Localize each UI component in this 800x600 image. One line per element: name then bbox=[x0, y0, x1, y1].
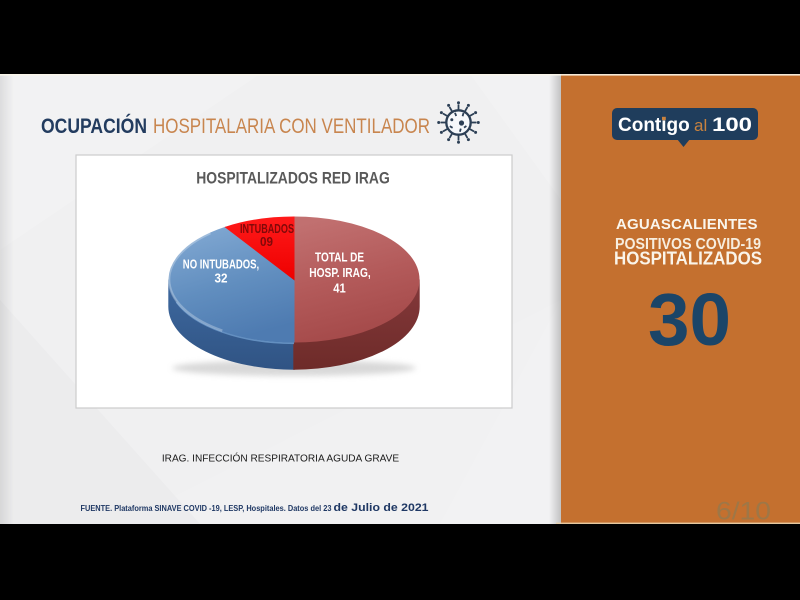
svg-text:FUENTE. Plataforma SINAVE COVI: FUENTE. Plataforma SINAVE COVID -19, LES… bbox=[81, 502, 429, 514]
svg-text:09: 09 bbox=[260, 234, 273, 249]
svg-text:6/10: 6/10 bbox=[716, 498, 771, 526]
svg-text:IRAG. INFECCIÓN RESPIRATORIA A: IRAG. INFECCIÓN RESPIRATORIA AGUDA GRAVE bbox=[162, 452, 400, 465]
svg-text:POSITIVOS COVID-19: POSITIVOS COVID-19 bbox=[615, 236, 761, 253]
svg-text:32: 32 bbox=[215, 270, 228, 285]
svg-text:INTUBADOS: INTUBADOS bbox=[240, 221, 294, 236]
svg-text:100: 100 bbox=[712, 115, 752, 136]
svg-text:HOSPITALIZADOS RED IRAG: HOSPITALIZADOS RED IRAG bbox=[196, 169, 390, 188]
svg-text:AGUASCALIENTES: AGUASCALIENTES bbox=[616, 216, 760, 233]
svg-text:TOTAL DE: TOTAL DE bbox=[315, 249, 364, 264]
svg-text:Contigo: Contigo bbox=[618, 115, 690, 136]
svg-text:OCUPACIÓN: OCUPACIÓN bbox=[41, 114, 147, 138]
svg-text:41: 41 bbox=[333, 281, 346, 296]
svg-text:HOSPITALIZADOS: HOSPITALIZADOS bbox=[614, 248, 762, 269]
svg-text:30: 30 bbox=[648, 278, 731, 361]
svg-text:HOSP. IRAG,: HOSP. IRAG, bbox=[309, 265, 371, 280]
svg-text:HOSPITALARIA CON VENTILADOR: HOSPITALARIA CON VENTILADOR bbox=[153, 115, 430, 138]
svg-text:NO INTUBADOS,: NO INTUBADOS, bbox=[183, 256, 259, 271]
svg-text:al: al bbox=[694, 116, 707, 135]
